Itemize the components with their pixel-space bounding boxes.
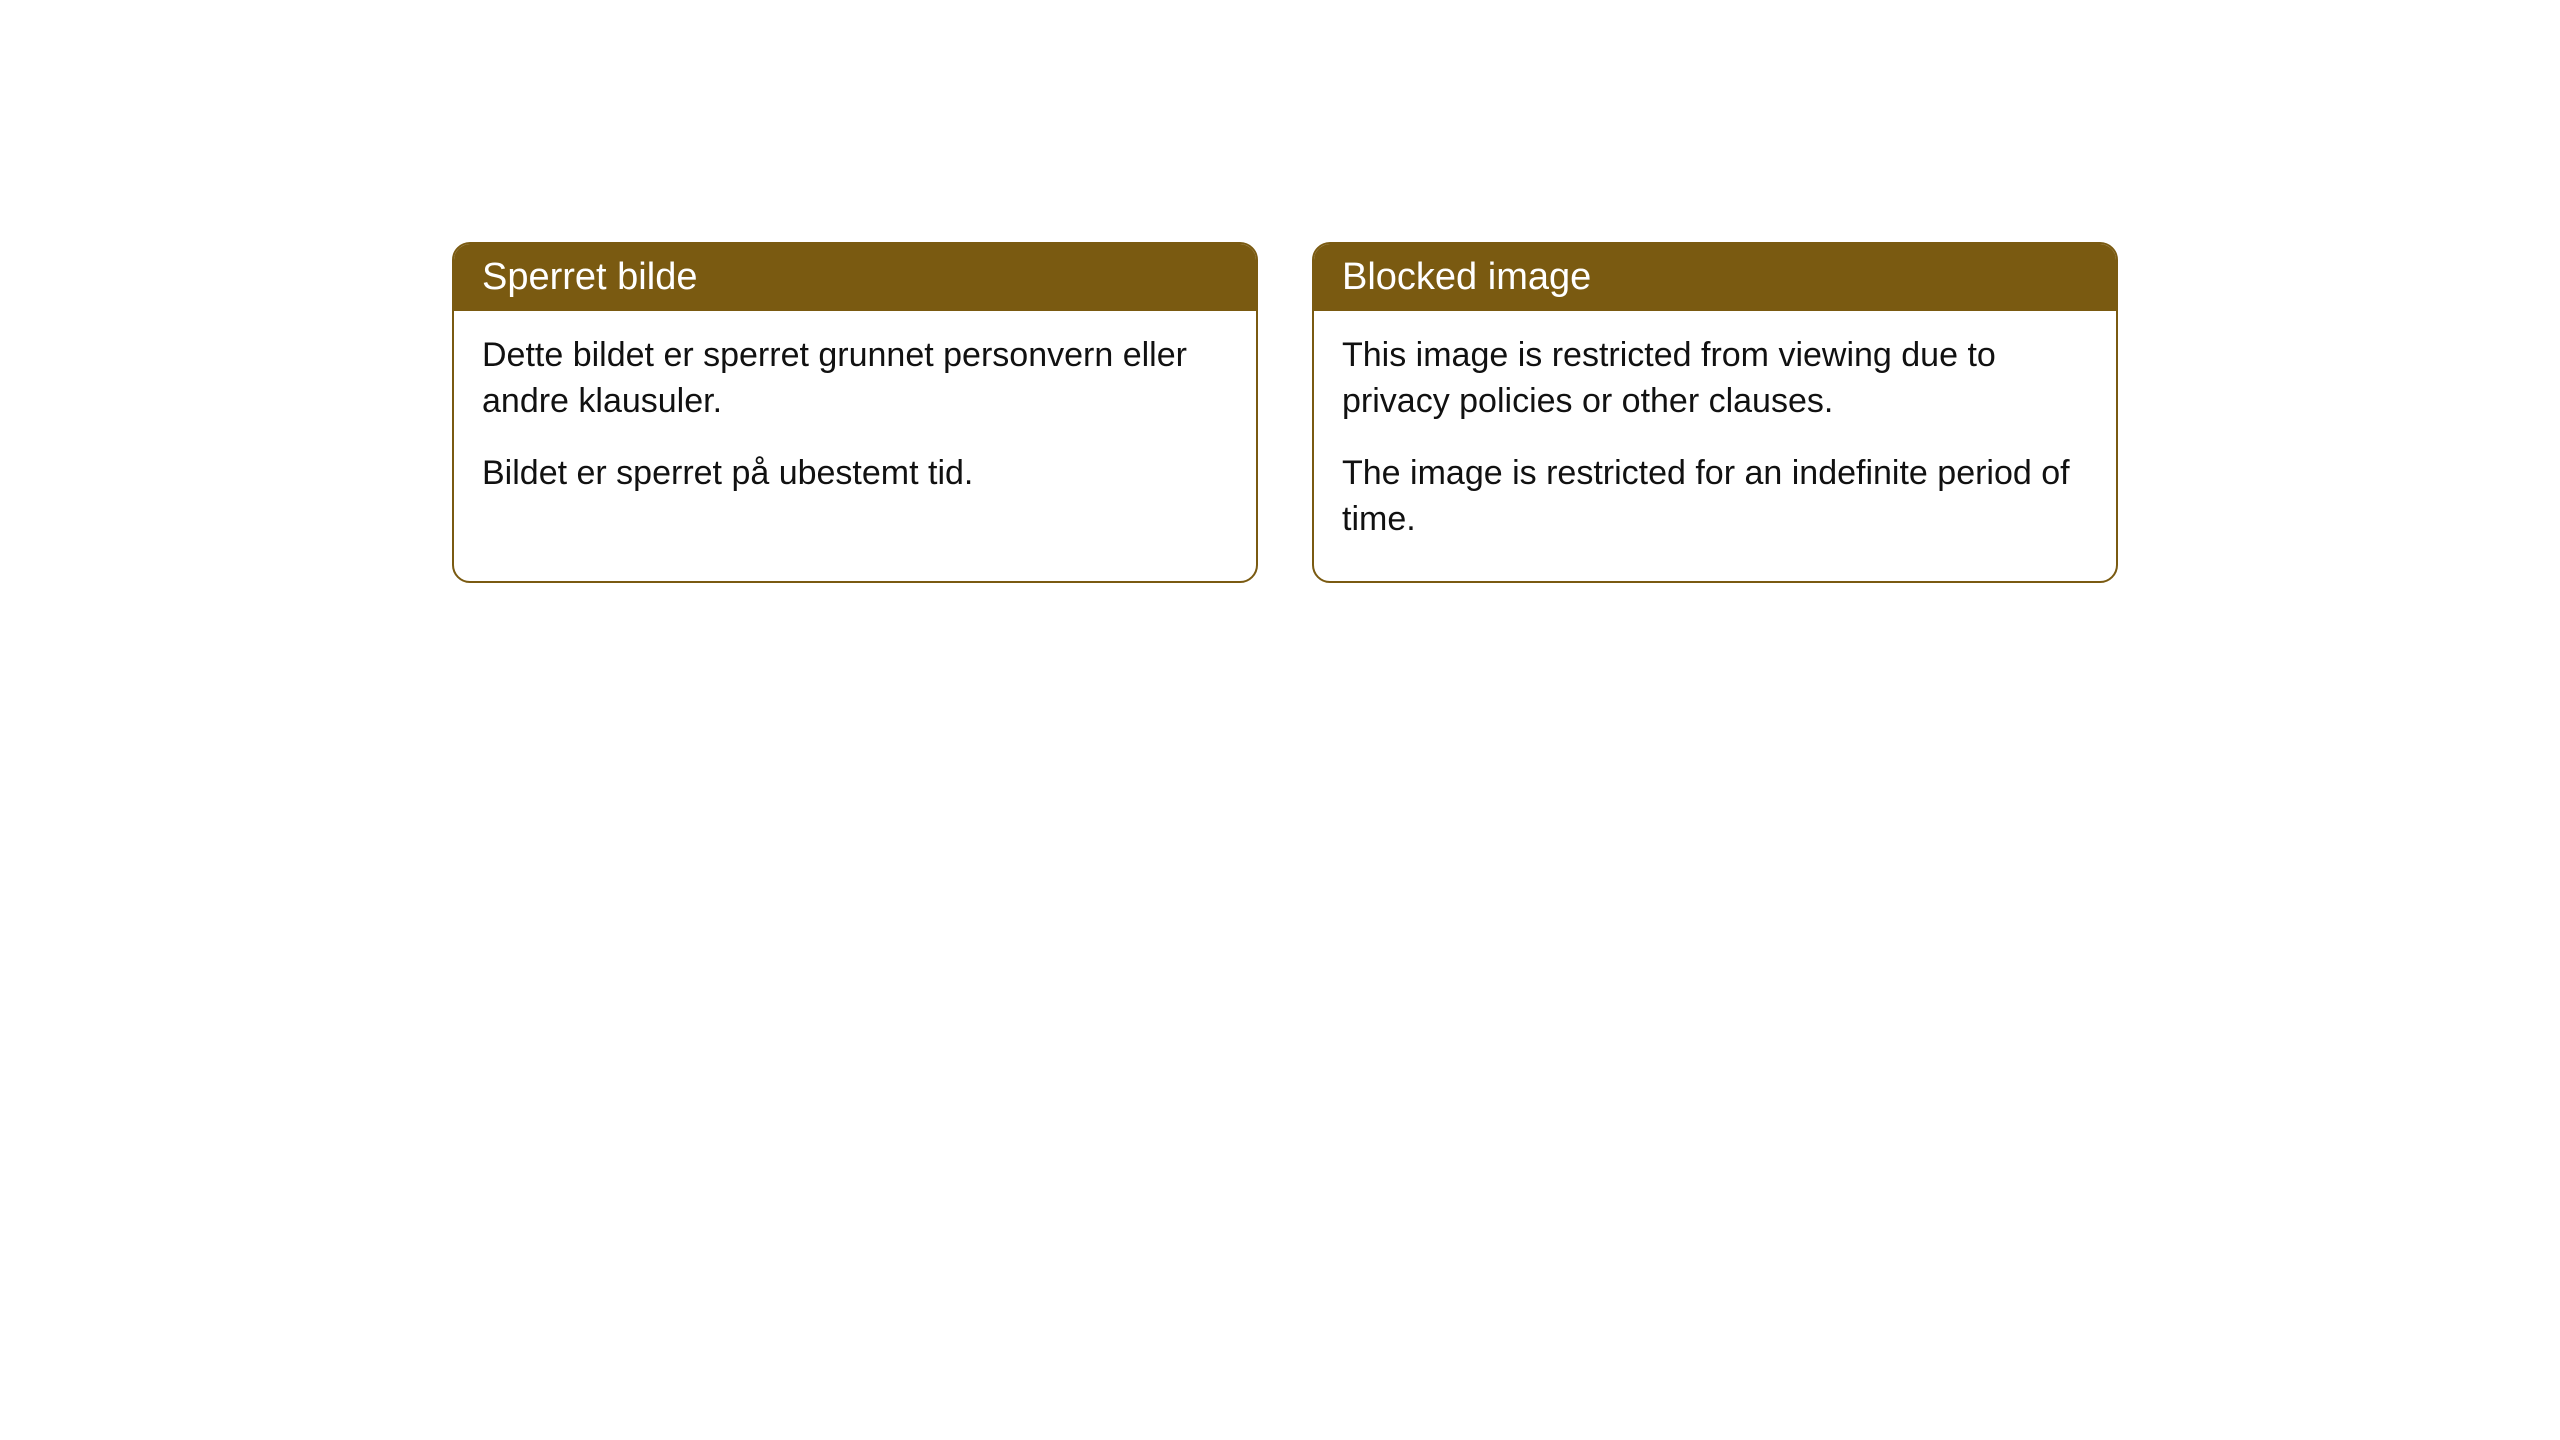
card-header: Blocked image [1314, 244, 2116, 311]
card-paragraph: Bildet er sperret på ubestemt tid. [482, 451, 1228, 497]
card-header: Sperret bilde [454, 244, 1256, 311]
blocked-image-card-no: Sperret bilde Dette bildet er sperret gr… [452, 242, 1258, 583]
blocked-image-card-en: Blocked image This image is restricted f… [1312, 242, 2118, 583]
card-paragraph: Dette bildet er sperret grunnet personve… [482, 333, 1228, 425]
notice-cards-container: Sperret bilde Dette bildet er sperret gr… [452, 242, 2118, 583]
card-body: Dette bildet er sperret grunnet personve… [454, 311, 1256, 535]
card-paragraph: This image is restricted from viewing du… [1342, 333, 2088, 425]
card-paragraph: The image is restricted for an indefinit… [1342, 451, 2088, 543]
card-body: This image is restricted from viewing du… [1314, 311, 2116, 581]
